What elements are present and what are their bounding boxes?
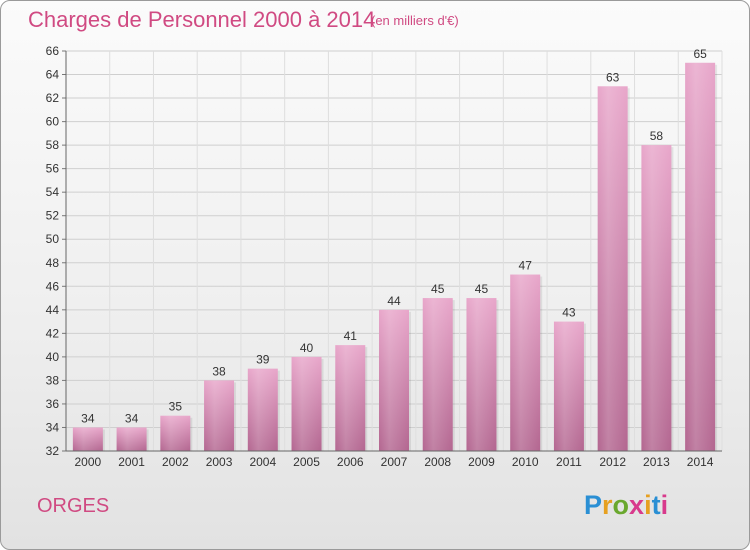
- x-tick-label: 2012: [599, 455, 626, 469]
- y-tick-label: 46: [46, 279, 60, 293]
- x-tick-label: 2003: [206, 455, 233, 469]
- y-tick-label: 32: [46, 444, 60, 458]
- logo-letter: t: [651, 490, 661, 520]
- value-label: 58: [650, 129, 664, 143]
- x-tick-label: 2011: [556, 455, 582, 469]
- logo-letter: r: [602, 490, 613, 520]
- bar-highlight: [641, 145, 672, 451]
- town-name: ORGES: [37, 495, 110, 517]
- y-tick-label: 48: [46, 256, 60, 270]
- bar-highlight: [116, 427, 147, 451]
- x-tick-label: 2006: [337, 455, 364, 469]
- chart-title: Charges de Personnel 2000 à 2014: [28, 7, 376, 32]
- y-tick-label: 38: [46, 373, 60, 387]
- bar-highlight: [291, 356, 322, 451]
- value-label: 38: [212, 364, 226, 378]
- x-tick-label: 2004: [249, 455, 276, 469]
- x-tick-label: 2013: [643, 455, 670, 469]
- y-tick-label: 64: [46, 68, 60, 82]
- x-tick-label: 2002: [162, 455, 189, 469]
- bar-highlight: [160, 415, 191, 451]
- logo-letter: P: [584, 490, 603, 520]
- value-label: 63: [606, 70, 620, 84]
- logo-letter: i: [644, 490, 652, 520]
- y-tick-label: 56: [46, 162, 60, 176]
- logo-letter: o: [612, 490, 630, 520]
- y-tick-label: 60: [46, 115, 60, 129]
- value-label: 34: [125, 411, 139, 425]
- value-label: 45: [431, 282, 445, 296]
- y-tick-label: 52: [46, 209, 60, 223]
- x-tick-label: 2007: [381, 455, 408, 469]
- y-tick-label: 54: [46, 185, 60, 199]
- y-tick-label: 42: [46, 326, 60, 340]
- y-tick-label: 58: [46, 138, 60, 152]
- bar-highlight: [466, 298, 497, 451]
- bar-highlight: [597, 86, 628, 451]
- y-tick-label: 50: [46, 232, 60, 246]
- value-label: 41: [344, 329, 358, 343]
- chart-subtitle: (en milliers d'€): [371, 13, 459, 28]
- bar-highlight: [247, 368, 278, 451]
- y-tick-label: 40: [46, 350, 60, 364]
- x-tick-label: 2005: [293, 455, 320, 469]
- x-tick-label: 2014: [687, 455, 714, 469]
- bar-highlight: [204, 380, 235, 451]
- bar-highlight: [379, 309, 409, 451]
- bar-highlight: [685, 62, 716, 451]
- value-label: 40: [300, 341, 314, 355]
- value-label: 39: [256, 353, 270, 367]
- bar-highlight: [422, 298, 453, 451]
- x-tick-label: 2010: [512, 455, 539, 469]
- y-tick-label: 66: [46, 44, 60, 58]
- bar-highlight: [335, 345, 366, 451]
- y-tick-label: 36: [46, 397, 60, 411]
- value-label: 45: [475, 282, 489, 296]
- x-tick-label: 2000: [75, 455, 102, 469]
- value-label: 43: [562, 306, 576, 320]
- y-tick-label: 44: [46, 303, 60, 317]
- x-tick-label: 2009: [468, 455, 495, 469]
- bar-highlight: [72, 427, 103, 451]
- bar-highlight: [510, 274, 541, 451]
- value-label: 35: [169, 400, 183, 414]
- value-label: 65: [693, 47, 707, 61]
- value-label: 47: [519, 259, 533, 273]
- value-label: 34: [81, 411, 95, 425]
- logo-letter: x: [629, 490, 645, 520]
- proxiti-logo: Proxiti: [584, 490, 668, 521]
- x-tick-label: 2008: [424, 455, 451, 469]
- y-tick-label: 34: [46, 420, 60, 434]
- x-tick-label: 2001: [118, 455, 145, 469]
- value-label: 44: [387, 294, 401, 308]
- y-tick-label: 62: [46, 91, 60, 105]
- logo-letter: i: [660, 490, 669, 520]
- bar-highlight: [553, 321, 584, 451]
